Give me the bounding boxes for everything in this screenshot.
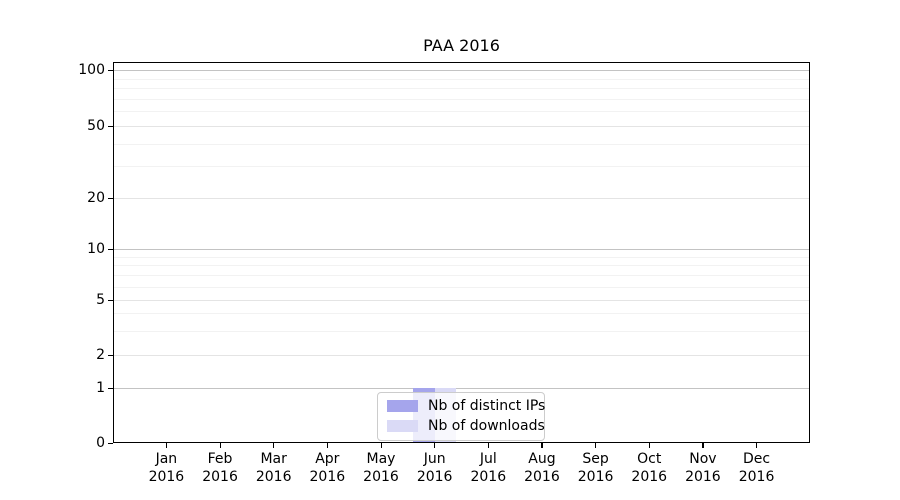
grid-line-minor [114,313,809,315]
y-tick-mark [108,299,113,301]
legend-swatch-downloads [387,420,418,432]
x-tick-mark [648,443,650,448]
grid-line-minor [114,166,809,168]
y-tick-label: 0 [96,435,105,451]
y-tick-mark [108,442,113,444]
x-tick-mark [380,443,382,448]
x-tick-mark [273,443,275,448]
x-tick-label-line: 2016 [363,469,399,485]
plot-area [113,62,810,443]
x-tick-label: Sep 2016 [564,450,628,486]
grid-line-minor [114,330,809,332]
legend: Nb of distinct IPs Nb of downloads [377,392,545,441]
x-tick-label: Dec 2016 [725,450,789,486]
x-tick-label-line: 2016 [685,469,721,485]
x-tick-label-line: 2016 [470,469,507,485]
x-tick-label-line: 2016 [524,469,560,485]
y-tick-label: 20 [87,190,105,206]
legend-swatch-distinct-ips [387,400,418,412]
y-tick-mark [108,354,113,356]
legend-item-distinct-ips: Nb of distinct IPs [378,396,546,416]
y-tick-mark [108,125,113,127]
grid-line-minor [114,111,809,113]
y-tick-label: 100 [78,62,105,78]
grid-line-minor [114,256,809,258]
x-tick-mark [487,443,489,448]
x-tick-label: Mar 2016 [242,450,306,486]
grid-line-minor [114,78,809,80]
x-tick-label-line: Nov [689,451,717,467]
y-tick-mark [108,248,113,250]
legend-label-downloads: Nb of downloads [428,418,545,434]
grid-line-decade [114,70,809,71]
chart-title: PAA 2016 [423,36,500,55]
x-tick-label-line: Mar [260,451,287,467]
x-tick-label-line: Feb [207,451,233,467]
x-tick-mark [702,443,704,448]
grid-line-major [114,300,809,301]
grid-line-major [114,198,809,199]
x-tick-label-line: Jan [155,451,178,467]
grid-line-minor [114,88,809,90]
x-tick-label: Jan 2016 [134,450,198,486]
grid-line-decade [114,249,809,250]
grid-line-minor [114,275,809,277]
grid-line-minor [114,98,809,100]
x-tick-label-line: 2016 [416,469,453,485]
grid-line-major [114,355,809,356]
x-tick-label: Aug 2016 [510,450,574,486]
y-tick-label: 1 [96,380,105,396]
x-tick-mark [326,443,329,448]
x-tick-mark [434,443,436,448]
y-tick-label: 2 [96,347,105,363]
x-tick-label: May 2016 [349,450,413,486]
y-tick-label: 50 [87,118,105,134]
x-tick-label: Nov 2016 [671,450,735,486]
x-tick-label-line: Jul [479,451,497,467]
x-tick-label-line: 2016 [577,469,614,485]
x-tick-label: Jul 2016 [456,450,520,486]
x-tick-label: Jun 2016 [403,450,467,486]
x-tick-label-line: 2016 [738,469,775,485]
x-tick-label-line: Jun [423,451,446,467]
x-tick-label-line: 2016 [631,469,668,485]
x-tick-label-line: May [366,451,396,467]
y-tick-mark [108,69,113,71]
x-tick-label-line: Sep [582,451,609,467]
grid-line-minor [114,143,809,145]
x-tick-label-line: 2016 [255,469,292,485]
x-tick-label-line: 2016 [202,469,238,485]
x-tick-mark [165,443,168,448]
y-tick-mark [108,197,113,199]
y-tick-label: 10 [87,241,105,257]
x-tick-mark [219,443,221,448]
x-tick-mark [595,443,597,448]
grid-line-decade [114,388,809,389]
x-tick-label-line: 2016 [148,469,185,485]
grid-line-major [114,126,809,127]
grid-line-minor [114,265,809,267]
x-tick-label-line: 2016 [309,469,346,485]
x-tick-mark [756,443,758,448]
x-tick-label-line: Oct [637,451,662,467]
x-tick-label-line: Aug [528,451,556,467]
legend-item-downloads: Nb of downloads [378,416,545,436]
x-tick-label: Apr 2016 [295,450,359,486]
x-tick-label: Feb 2016 [188,450,252,486]
x-tick-label: Oct 2016 [617,450,681,486]
grid-line-minor [114,286,809,288]
y-tick-mark [108,387,113,389]
x-tick-label-line: Apr [315,451,340,467]
x-tick-label-line: Dec [743,451,771,467]
x-tick-mark [541,443,543,448]
legend-label-distinct-ips: Nb of distinct IPs [428,398,546,414]
y-tick-label: 5 [96,292,105,308]
